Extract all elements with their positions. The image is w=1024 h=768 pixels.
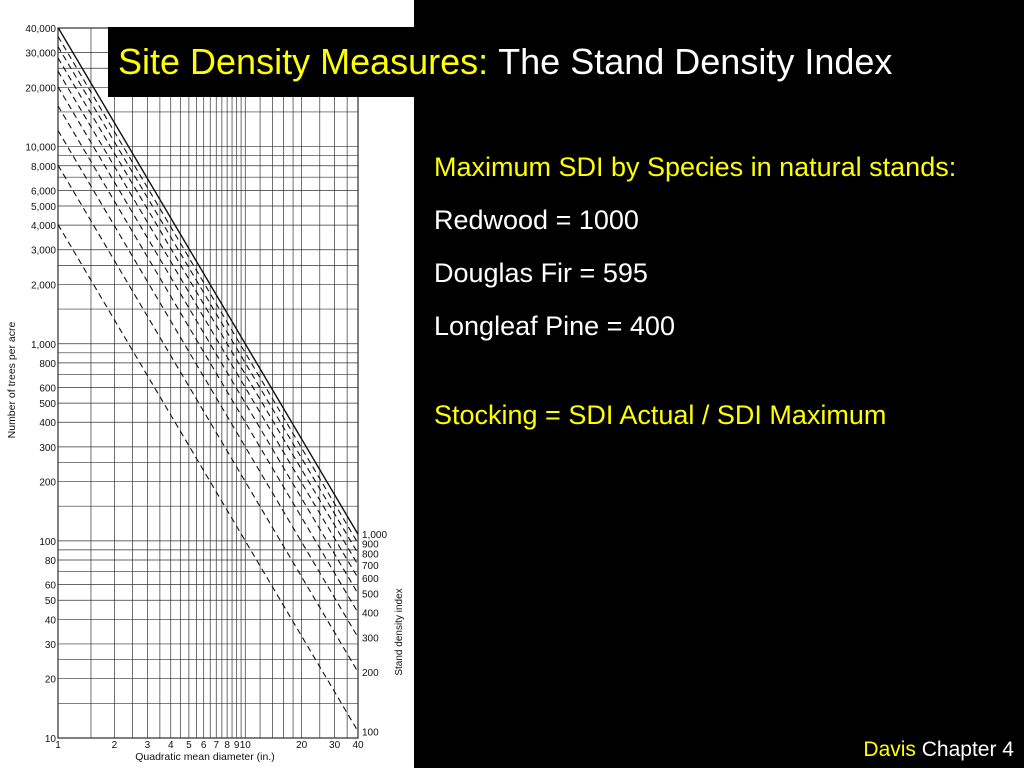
slide-footer: Davis Chapter 4 [863, 738, 1014, 762]
max-sdi-heading: Maximum SDI by Species in natural stands… [434, 152, 957, 182]
x-tick-label: 2 [112, 740, 118, 751]
y-tick-label: 100 [39, 537, 56, 548]
y-axis-title: Number of trees per acre [6, 321, 18, 438]
stocking-formula: Stocking = SDI Actual / SDI Maximum [434, 400, 887, 431]
footer-chapter: Chapter 4 [921, 738, 1014, 761]
x-tick-label: 5 [186, 740, 192, 751]
y-tick-label: 400 [39, 418, 56, 429]
y-tick-label: 500 [39, 399, 56, 410]
title-part-2: The Stand Density Index [498, 41, 893, 82]
y-tick-label: 6,000 [31, 186, 56, 197]
y-tick-label: 1,000 [31, 340, 56, 351]
sdi-label-500: 500 [362, 590, 379, 601]
sdi-line-200 [57, 164, 359, 673]
species-item-redwood: Redwood = 1000 [434, 205, 639, 236]
y-tick-label: 80 [45, 556, 57, 567]
y-tick-label: 5,000 [31, 202, 56, 213]
y-tick-label: 8,000 [31, 162, 56, 173]
sdi-line-600 [57, 70, 359, 579]
sdi-line-700 [57, 57, 359, 566]
y-tick-label: 40 [45, 615, 57, 626]
sdi-label-1000: 1,000 [362, 530, 387, 541]
sdi-label-900: 900 [362, 539, 379, 550]
x-tick-label: 9 [234, 740, 240, 751]
sdi-chart: 1,00090080070060050040030020010010203040… [6, 24, 405, 763]
slide-title: Site Density Measures: The Stand Density… [108, 27, 1020, 97]
y-tick-label: 10,000 [25, 143, 56, 154]
x-tick-label: 3 [145, 740, 151, 751]
tick-labels-layer: 1,00090080070060050040030020010010203040… [6, 24, 405, 763]
y-tick-label: 60 [45, 581, 57, 592]
sdi-line-800 [57, 46, 359, 554]
x-tick-label: 10 [240, 740, 252, 751]
sdi-label-100: 100 [362, 727, 379, 738]
y-tick-label: 600 [39, 384, 56, 395]
x-tick-label: 30 [329, 740, 341, 751]
y-tick-label: 300 [39, 443, 56, 454]
y-tick-label: 2,000 [31, 280, 56, 291]
x-tick-label: 8 [224, 740, 230, 751]
sdi-label-800: 800 [362, 549, 379, 560]
sdi-line-100 [57, 224, 359, 732]
sdi-chart-panel: 1,000 900 800 700 600 500 400 300 200 100 10 20 30 40… [0, 0, 414, 768]
sdi-label-200: 200 [362, 668, 379, 679]
y-tick-label: 50 [45, 596, 57, 607]
x-tick-label: 1 [55, 740, 61, 751]
slide-content: Maximum SDI by Species in natural stands… [434, 150, 1019, 451]
sdi-line-900 [57, 36, 359, 544]
y-tick-label: 3,000 [31, 246, 56, 257]
x-tick-label: 20 [296, 740, 308, 751]
sdi-label-700: 700 [362, 561, 379, 572]
sdi-label-600: 600 [362, 574, 379, 585]
x-tick-label: 7 [213, 740, 219, 751]
sdi-line-500 [57, 86, 359, 594]
y-tick-label: 20,000 [25, 83, 56, 94]
y-tick-label: 20 [45, 675, 57, 686]
species-item-longleaf-pine: Longleaf Pine = 400 [434, 311, 675, 342]
y-tick-label: 10 [45, 734, 57, 745]
x-tick-label: 6 [201, 740, 207, 751]
right-axis-title: Stand density index [394, 588, 405, 675]
sdi-lines-layer [57, 27, 359, 732]
species-item-douglas-fir: Douglas Fir = 595 [434, 258, 648, 289]
sdi-line-1000 [57, 27, 359, 535]
x-axis-title: Quadratic mean diameter (in.) [135, 751, 274, 763]
y-tick-label: 800 [39, 359, 56, 370]
y-tick-label: 200 [39, 478, 56, 489]
y-tick-label: 30,000 [25, 49, 56, 60]
footer-author: Davis [863, 738, 916, 761]
x-tick-label: 4 [168, 740, 174, 751]
sdi-line-400 [57, 105, 359, 613]
y-tick-label: 40,000 [25, 24, 56, 35]
y-tick-label: 4,000 [31, 221, 56, 232]
sdi-label-400: 400 [362, 609, 379, 620]
y-tick-label: 30 [45, 640, 57, 651]
x-tick-label: 40 [352, 740, 364, 751]
sdi-label-300: 300 [362, 633, 379, 644]
title-part-1: Site Density Measures: [118, 41, 489, 82]
sdi-line-300 [57, 130, 359, 638]
